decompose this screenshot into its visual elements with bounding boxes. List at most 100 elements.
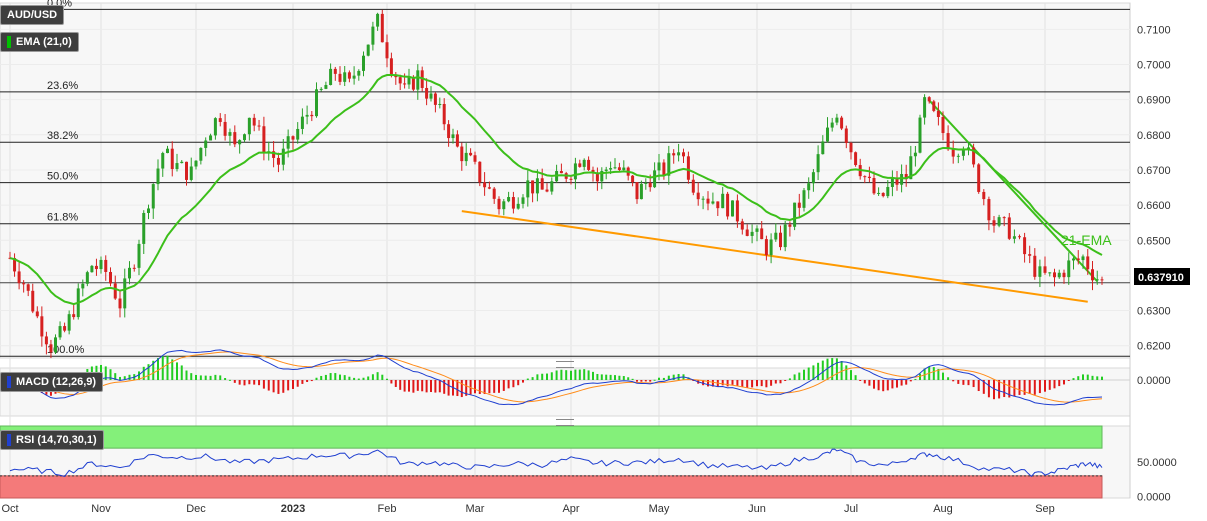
macd-histogram-bar [658,377,660,380]
macd-histogram-bar [1091,375,1094,380]
macd-histogram-bar [394,380,397,387]
macd-histogram-bar [560,369,563,380]
candle-body [726,193,730,217]
macd-histogram-bar [653,379,656,381]
candle-body [936,110,940,117]
fib-label: 100.0% [47,344,85,356]
candle-body [128,267,131,279]
candle-body [218,118,222,122]
candle-body [243,134,246,141]
macd-histogram-bar [1058,380,1061,387]
price-tick-label: 0.6200 [1137,341,1171,353]
macd-histogram-bar [248,380,251,385]
rsi-badge[interactable]: RSI (14,70,30,1) [0,430,104,451]
macd-histogram-bar [803,369,805,380]
macd-histogram-bar [812,365,815,380]
candle-body [918,117,922,153]
candle-body [398,77,402,84]
candle-body [1081,256,1085,261]
candle-body [591,169,595,173]
candle-body [1076,258,1080,261]
candle-body [90,265,94,273]
candle-body [338,73,342,82]
macd-histogram-bar [190,373,193,380]
macd-histogram-bar [493,380,496,393]
macd-histogram-bar [119,376,121,380]
macd-histogram-bar [826,358,829,380]
candle-body [451,134,455,139]
macd-histogram-bar [609,374,612,380]
macd-histogram-bar [1003,380,1006,398]
macd-histogram-bar [765,380,768,388]
pane-resize-handle-rsi[interactable] [556,419,574,426]
macd-histogram-bar [947,377,950,380]
x-tick-label: 2023 [281,503,305,515]
candle-body [550,181,554,192]
macd-histogram-bar [835,358,838,380]
macd-badge[interactable]: MACD (12,26,9) [0,372,104,393]
macd-histogram-bar [565,370,568,380]
candle-body [67,314,71,331]
macd-histogram-bar [474,380,476,394]
candle-body [997,217,1001,226]
symbol-badge[interactable]: AUD/USD [0,5,65,25]
candle-body [366,44,370,56]
ema-color-swatch [7,36,11,49]
rsi-line [9,448,1103,478]
candle-body [516,203,520,209]
last-price-label: 0.637910 [1138,272,1184,284]
candle-body [982,191,986,200]
macd-histogram-bar [267,380,270,391]
macd-histogram-bar [233,380,236,383]
macd-histogram-bar [1053,380,1056,389]
candle-body [526,180,530,198]
macd-histogram-bar [209,375,212,380]
candle-body [1086,256,1090,270]
rsi-label: RSI (14,70,30,1) [16,434,97,446]
candle-body [977,164,981,192]
candle-body [511,197,515,209]
rsi-tick-label: 0.0000 [1137,492,1171,504]
candle-body [946,133,950,150]
macd-histogram-bar [707,380,709,387]
ema-badge[interactable]: EMA (21,0) [0,32,79,53]
macd-histogram-bar [993,380,995,400]
macd-histogram-bar [998,380,1001,399]
macd-histogram-bar [310,380,313,382]
pane-resize-handle-macd[interactable] [556,361,574,368]
macd-histogram-bar [243,380,246,386]
candle-body [333,68,337,74]
macd-histogram-bar [687,377,690,380]
macd-histogram-bar [425,380,428,393]
macd-histogram-bar [774,380,777,384]
candle-body [653,170,657,188]
candle-body [429,93,433,99]
macd-histogram-bar [348,376,351,380]
macd-histogram-bar [199,375,202,380]
candle-body [72,314,76,318]
macd-histogram-bar [301,380,304,384]
macd-histogram-bar [592,371,594,380]
ema-line [9,73,1103,306]
macd-histogram-bar [788,378,791,380]
candle-body [17,271,21,284]
candle-body [199,147,203,161]
macd-histogram-bar [483,380,486,395]
candle-body [587,159,591,170]
macd-histogram-bar [677,373,680,380]
candle-body [185,161,188,180]
macd-histogram-bar [987,380,990,398]
candle-body [478,161,482,183]
candle-body [854,152,858,166]
candle-body [376,13,380,27]
macd-histogram-bar [574,369,577,380]
macd-histogram-bar [977,380,980,392]
candle-body [1012,236,1016,239]
macd-histogram-bar [438,380,441,393]
x-tick-label: Nov [91,503,111,515]
candle-body [223,121,227,136]
candle-body [622,167,626,171]
candle-body [631,175,635,183]
macd-histogram-bar [721,380,724,386]
candle-body [760,228,764,240]
